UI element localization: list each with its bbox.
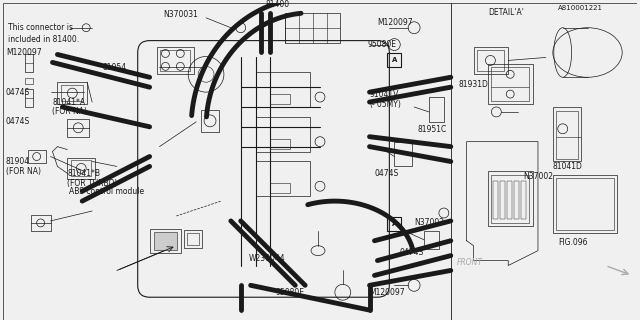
Bar [161, 50, 190, 71]
Bar [556, 111, 577, 158]
Bar [271, 94, 291, 104]
Text: 0474S: 0474S [374, 169, 399, 178]
Text: (FOR TURBO): (FOR TURBO) [67, 179, 118, 188]
Text: 95080E: 95080E [367, 40, 397, 49]
Bar [255, 162, 310, 196]
Bar [67, 119, 89, 137]
Text: N37002: N37002 [523, 172, 553, 181]
Bar [31, 215, 51, 231]
Bar [201, 110, 219, 132]
Bar [387, 53, 401, 67]
Text: 81931D: 81931D [459, 80, 488, 89]
Text: DETAIL'A': DETAIL'A' [488, 8, 524, 17]
Bar [500, 181, 505, 219]
Bar [488, 172, 533, 226]
Bar [28, 149, 45, 164]
Bar [184, 230, 202, 248]
Bar [553, 175, 617, 233]
Text: 0474S: 0474S [6, 117, 30, 126]
Bar [488, 64, 533, 104]
Bar [157, 46, 194, 74]
Bar [255, 117, 310, 152]
Text: 81041*A: 81041*A [52, 98, 86, 107]
Text: 95080E: 95080E [275, 288, 305, 297]
Text: 81904: 81904 [6, 157, 30, 166]
Text: 0474S: 0474S [6, 88, 30, 97]
Text: (FOR NA): (FOR NA) [6, 167, 41, 176]
Bar [394, 142, 412, 166]
Bar [58, 82, 87, 104]
Bar [285, 13, 340, 43]
Text: 81041D: 81041D [553, 162, 582, 171]
Text: M120097: M120097 [369, 288, 405, 297]
Bar [271, 183, 291, 193]
Text: (-'05MY): (-'05MY) [369, 100, 401, 108]
Text: 91041V: 91041V [369, 90, 399, 99]
Bar [271, 139, 291, 148]
Text: included in 81400.: included in 81400. [8, 35, 79, 44]
Bar [25, 89, 33, 107]
Bar [492, 175, 529, 223]
Bar [493, 181, 499, 219]
Bar [387, 217, 401, 231]
Bar [188, 233, 199, 245]
Bar [25, 78, 33, 84]
Bar [424, 231, 439, 249]
Bar [492, 67, 529, 101]
Bar [556, 178, 614, 230]
Bar [67, 157, 95, 179]
Bar [474, 46, 508, 74]
Bar [514, 181, 519, 219]
Bar [150, 229, 181, 252]
Text: This connector is: This connector is [8, 23, 73, 32]
Text: (FOR NA): (FOR NA) [52, 108, 88, 116]
Bar [477, 50, 504, 71]
Text: 0474S: 0474S [399, 248, 424, 257]
Text: N370031: N370031 [163, 10, 198, 19]
Text: A: A [392, 57, 397, 63]
Bar [25, 54, 33, 72]
Text: FIG.096: FIG.096 [558, 238, 588, 247]
Text: W230044: W230044 [249, 254, 285, 263]
Text: A810001221: A810001221 [558, 5, 603, 11]
Text: N37002: N37002 [414, 219, 444, 228]
Text: 81041*B: 81041*B [67, 169, 100, 178]
Bar [553, 107, 580, 162]
Text: 81400: 81400 [266, 0, 290, 10]
Text: ABS control module: ABS control module [69, 187, 145, 196]
Bar [508, 181, 512, 219]
Bar [429, 97, 444, 122]
Bar [71, 161, 91, 176]
Bar [255, 72, 310, 107]
Bar [61, 85, 83, 101]
Text: M120097: M120097 [378, 18, 413, 27]
Text: M120097: M120097 [6, 48, 42, 57]
Bar [154, 232, 177, 250]
Text: A: A [392, 221, 397, 227]
Bar [521, 181, 526, 219]
Text: 81054: 81054 [102, 63, 126, 72]
Text: FRONT: FRONT [457, 258, 483, 267]
Text: 81951C: 81951C [417, 125, 446, 134]
